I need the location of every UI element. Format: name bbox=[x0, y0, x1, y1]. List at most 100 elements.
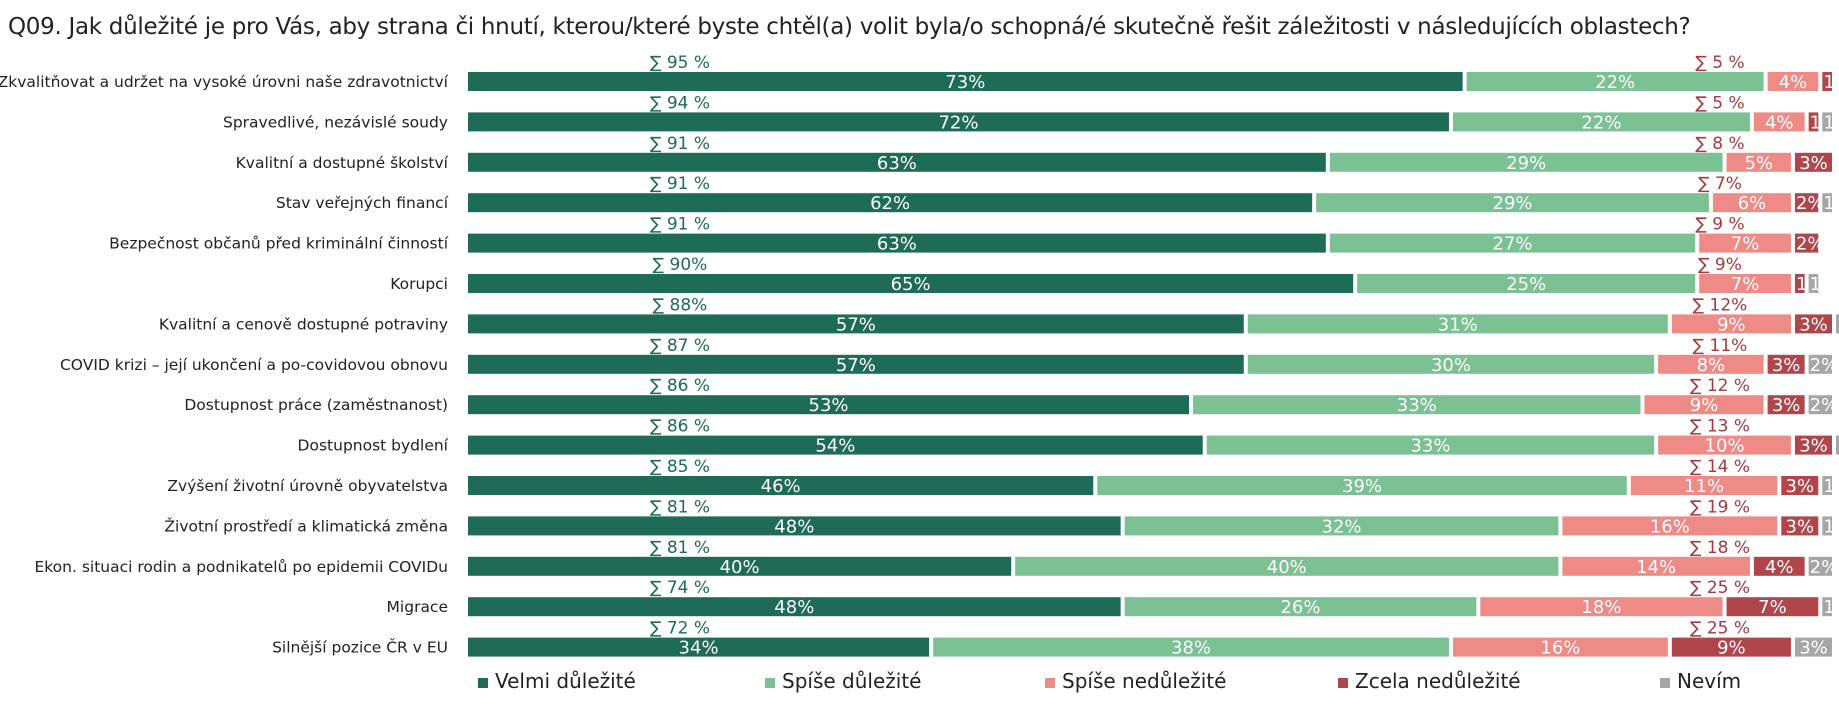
bar-segment bbox=[468, 435, 1203, 455]
legend-item: Spíše důležité bbox=[765, 669, 921, 693]
data-label: 1% bbox=[1810, 112, 1839, 133]
data-label: 9% bbox=[1690, 395, 1719, 416]
sum-important-label: ∑ 94 % bbox=[650, 93, 710, 113]
data-label: 38% bbox=[1171, 638, 1211, 659]
bar-segment bbox=[468, 233, 1326, 253]
bar-segment bbox=[1767, 395, 1805, 415]
data-label: 40% bbox=[1267, 557, 1307, 578]
data-label: 48% bbox=[774, 516, 814, 537]
chart-legend: Velmi důležité Spíše důležité Spíše nedůle… bbox=[478, 669, 1741, 693]
data-label: 1% bbox=[1823, 597, 1839, 618]
data-label: 26% bbox=[1280, 597, 1320, 618]
data-label: 8% bbox=[1697, 355, 1726, 376]
data-label: 30% bbox=[1431, 355, 1471, 376]
data-label: 4% bbox=[1765, 112, 1794, 133]
category-label: Korupci bbox=[390, 275, 448, 293]
chart-rows: Zkvalitňovat a udržet na vysoké úrovni n… bbox=[0, 53, 1839, 659]
sum-important-label: ∑ 90% bbox=[653, 255, 708, 275]
bar-segment bbox=[1658, 435, 1791, 455]
data-label: 7% bbox=[1731, 234, 1760, 255]
bar-segment bbox=[1316, 193, 1709, 213]
bar-segment bbox=[468, 637, 930, 657]
bar-segment bbox=[1630, 476, 1778, 495]
sum-unimportant-label: ∑ 19 % bbox=[1690, 497, 1750, 517]
bar-segment bbox=[1753, 556, 1805, 576]
data-label: 1% bbox=[1823, 193, 1839, 214]
bar-segment bbox=[468, 395, 1190, 415]
bar-segment bbox=[1671, 637, 1791, 657]
data-label: 22% bbox=[1595, 72, 1635, 93]
bar-segment bbox=[1699, 233, 1791, 253]
sum-important-label: ∑ 86 % bbox=[650, 417, 710, 437]
legend-swatch bbox=[1045, 678, 1055, 688]
sum-unimportant-label: ∑ 25 % bbox=[1690, 619, 1750, 639]
bar-segment bbox=[933, 637, 1449, 657]
data-label: 3% bbox=[1799, 153, 1828, 174]
data-label: 33% bbox=[1410, 436, 1450, 457]
bar-row: Bezpečnost občanů před kriminální činnos… bbox=[109, 215, 1820, 255]
bar-segment bbox=[468, 354, 1244, 374]
sum-important-label: ∑ 85 % bbox=[650, 457, 710, 477]
legend-item: Zcela nedůležité bbox=[1338, 669, 1521, 693]
data-label: 63% bbox=[877, 234, 917, 255]
bar-row: COVID krizi – její ukončení a po-covidov… bbox=[60, 336, 1834, 376]
bar-segment bbox=[1247, 314, 1668, 334]
bar-segment bbox=[1794, 193, 1819, 213]
bar-row: Životní prostředí a klimatická změna ∑ 81… bbox=[164, 497, 1839, 537]
data-label: 14% bbox=[1636, 557, 1676, 578]
data-label: 1% bbox=[1823, 72, 1839, 93]
data-label: 5% bbox=[1744, 153, 1773, 174]
data-label: 3% bbox=[1786, 516, 1815, 537]
bar-segment bbox=[1808, 112, 1819, 132]
bar-segment bbox=[1794, 152, 1832, 172]
data-label: 1% bbox=[1823, 476, 1839, 497]
bar-segment bbox=[1329, 152, 1723, 172]
bar-segment bbox=[1699, 274, 1791, 293]
bar-segment bbox=[1124, 597, 1477, 617]
bar-segment bbox=[1480, 597, 1723, 617]
bar-segment bbox=[468, 152, 1326, 172]
bar-row: Kvalitní a cenově dostupné potraviny ∑ 88… bbox=[159, 295, 1839, 335]
sum-unimportant-label: ∑ 25 % bbox=[1690, 578, 1750, 598]
bar-segment bbox=[468, 516, 1121, 536]
data-label: 2% bbox=[1810, 395, 1839, 416]
data-label: 1% bbox=[1796, 274, 1825, 295]
bar-segment bbox=[1726, 597, 1819, 617]
bar-row: Kvalitní a dostupné školství ∑ 91 % ∑ 8 % 6… bbox=[236, 134, 1832, 174]
category-label: Kvalitní a dostupné školství bbox=[236, 154, 449, 172]
bar-row: Spravedlivé, nezávislé soudy ∑ 94 % ∑ 5 % 7… bbox=[223, 93, 1839, 133]
bar-segment bbox=[1562, 556, 1750, 576]
data-label: 3% bbox=[1786, 476, 1815, 497]
bar-row: Korupci ∑ 90% ∑ 9% 65% 25% 7% 1%1% bbox=[390, 255, 1839, 295]
data-label: 27% bbox=[1493, 234, 1533, 255]
data-label: 1% bbox=[1810, 274, 1839, 295]
bar-row: Stav veřejných financí ∑ 91 % ∑ 7% 62% 29% 6%… bbox=[276, 174, 1839, 214]
legend-label: Nevím bbox=[1677, 669, 1741, 693]
data-label: 40% bbox=[720, 557, 760, 578]
bar-segment bbox=[1794, 274, 1805, 293]
data-label: 16% bbox=[1540, 638, 1580, 659]
data-label: 7% bbox=[1731, 274, 1760, 295]
bar-segment bbox=[1247, 354, 1655, 374]
data-label: 48% bbox=[774, 597, 814, 618]
category-label: Ekon. situaci rodin a podnikatelů po epi… bbox=[34, 558, 448, 576]
data-label: 25% bbox=[1506, 274, 1546, 295]
data-label: 73% bbox=[945, 72, 985, 93]
bar-segment bbox=[1097, 476, 1627, 495]
chart-title: Q09. Jak důležité je pro Vás, aby strana… bbox=[8, 14, 1691, 40]
bar-segment bbox=[1836, 435, 1839, 455]
data-label: 63% bbox=[877, 153, 917, 174]
category-label: COVID krizi – její ukončení a po-covidov… bbox=[60, 356, 448, 374]
data-label: 29% bbox=[1493, 193, 1533, 214]
data-label: 54% bbox=[815, 436, 855, 457]
data-label: 33% bbox=[1397, 395, 1437, 416]
data-label: 57% bbox=[836, 314, 876, 335]
legend-item: Spíše nedůležité bbox=[1045, 669, 1226, 693]
bar-segment bbox=[468, 597, 1121, 617]
data-label: 1% bbox=[1823, 516, 1839, 537]
category-label: Dostupnost bydlení bbox=[298, 437, 449, 455]
data-label: 29% bbox=[1506, 153, 1546, 174]
bar-segment bbox=[1808, 395, 1832, 415]
data-label: 1% bbox=[1837, 314, 1839, 335]
sum-unimportant-label: ∑ 9% bbox=[1698, 255, 1742, 275]
